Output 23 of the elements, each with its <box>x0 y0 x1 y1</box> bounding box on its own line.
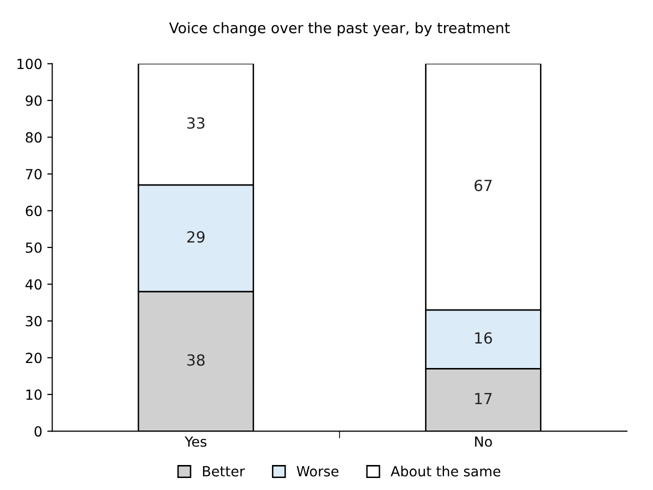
y-tick-label: 60 <box>26 206 42 216</box>
data-label: 33 <box>187 117 204 129</box>
y-tick-label: 30 <box>26 316 42 326</box>
data-label: 67 <box>474 180 492 192</box>
data-label: 17 <box>475 393 492 404</box>
data-label: 29 <box>187 231 205 243</box>
x-tick-label: Yes <box>184 436 206 447</box>
legend-label: Better <box>203 466 245 477</box>
y-tick-label: 20 <box>26 352 42 364</box>
data-label: 16 <box>475 332 492 344</box>
y-tick-label: 70 <box>26 168 42 180</box>
legend-label: Worse <box>296 466 338 477</box>
legend-label: About the same <box>390 466 500 477</box>
y-tick-label: 10 <box>26 389 42 400</box>
y-tick-label: 100 <box>18 58 42 70</box>
y-tick-label: 40 <box>26 279 42 290</box>
y-tick-label: 0 <box>34 426 42 437</box>
y-tick-label: 50 <box>26 242 42 253</box>
x-tick-label: No <box>475 436 492 447</box>
y-tick-label: 90 <box>26 95 42 106</box>
chart-title: Voice change over the past year, by treatment <box>169 22 510 36</box>
y-tick-label: 80 <box>26 132 42 143</box>
data-label: 38 <box>187 354 205 366</box>
